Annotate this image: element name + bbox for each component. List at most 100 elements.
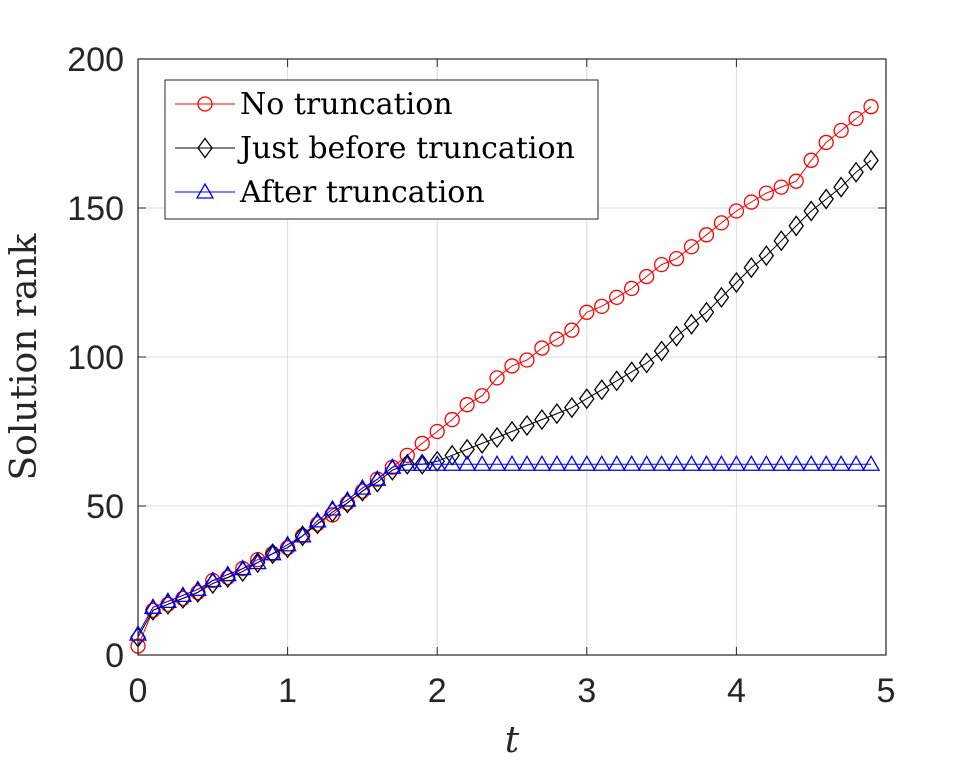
data-point — [428, 454, 447, 471]
data-point — [863, 99, 879, 115]
y-tick-label: 150 — [67, 190, 124, 228]
data-point — [668, 251, 685, 267]
data-point — [248, 553, 267, 570]
data-point — [743, 257, 760, 279]
legend-label: Just before truncation — [237, 131, 575, 166]
data-point — [683, 239, 700, 255]
data-point — [623, 361, 640, 383]
data-point — [294, 525, 311, 547]
data-point — [712, 454, 731, 471]
y-tick-label: 200 — [67, 41, 124, 79]
legend-marker — [195, 182, 215, 199]
x-tick-label: 3 — [577, 672, 596, 710]
x-tick-label: 5 — [877, 672, 896, 710]
legend-item: After truncation — [175, 175, 485, 210]
ticks — [137, 58, 887, 656]
data-point — [637, 454, 656, 471]
series-triangle — [128, 454, 881, 641]
data-point — [728, 203, 745, 219]
data-point — [638, 352, 655, 374]
data-point — [338, 490, 357, 507]
data-point — [413, 454, 432, 471]
data-point — [353, 478, 372, 495]
data-point — [758, 245, 775, 267]
data-point — [743, 194, 760, 210]
series-line — [137, 463, 871, 635]
data-point — [474, 388, 490, 404]
data-point — [444, 444, 460, 466]
data-point — [817, 454, 836, 471]
x-tick-label: 4 — [727, 672, 746, 710]
data-point — [519, 414, 535, 437]
data-point — [323, 499, 342, 516]
data-point — [607, 454, 626, 471]
data-point — [683, 313, 700, 335]
data-point — [758, 185, 774, 201]
data-point — [668, 325, 685, 347]
data-point — [772, 454, 791, 471]
data-point — [263, 544, 282, 561]
data-point — [143, 598, 163, 614]
x-tick-label: 1 — [278, 672, 297, 710]
data-point — [803, 152, 819, 168]
data-point — [622, 454, 641, 471]
data-point — [787, 454, 806, 471]
x-tick-label: 0 — [129, 672, 148, 710]
legend-marker — [197, 137, 213, 159]
y-tick-label: 0 — [105, 637, 124, 675]
data-point — [444, 411, 460, 428]
legend-item: No truncation — [175, 87, 453, 122]
data-point — [742, 454, 761, 471]
data-point — [863, 149, 879, 171]
data-point — [788, 215, 805, 237]
data-point — [459, 438, 475, 460]
data-point — [517, 454, 537, 471]
data-point — [532, 454, 552, 471]
data-point — [697, 454, 716, 471]
data-point — [547, 454, 567, 471]
data-point — [502, 454, 522, 471]
data-point — [713, 215, 730, 231]
y-tick-label: 100 — [67, 339, 124, 377]
data-point — [443, 454, 462, 471]
data-point — [728, 271, 745, 294]
data-point — [399, 453, 416, 475]
data-point — [757, 454, 776, 471]
data-point — [398, 454, 417, 471]
data-point — [308, 511, 327, 528]
data-point — [429, 423, 445, 440]
data-point — [848, 161, 864, 183]
data-point — [549, 331, 565, 347]
data-point — [474, 432, 490, 455]
data-point — [562, 454, 581, 471]
data-point — [727, 454, 746, 471]
data-point — [609, 289, 625, 306]
data-point — [653, 256, 670, 273]
legend-marker — [197, 96, 213, 112]
data-point — [698, 301, 715, 323]
data-point — [218, 565, 237, 582]
data-point — [519, 352, 535, 368]
data-point — [383, 457, 402, 474]
data-point — [803, 200, 820, 222]
y-tick-label: 50 — [86, 488, 124, 526]
data-point — [682, 454, 701, 471]
data-point — [489, 370, 505, 386]
data-point — [773, 179, 789, 195]
data-point — [818, 188, 834, 210]
data-point — [564, 322, 580, 338]
legend-label: After truncation — [239, 175, 485, 210]
data-point — [833, 176, 849, 198]
data-point — [773, 230, 790, 252]
data-point — [173, 586, 193, 603]
data-point — [188, 580, 207, 597]
data-point — [818, 134, 834, 151]
data-point — [489, 426, 505, 449]
data-point — [504, 420, 520, 443]
data-point — [578, 388, 595, 410]
data-point — [158, 592, 178, 609]
data-point — [472, 454, 492, 471]
data-point — [534, 340, 550, 356]
data-point — [577, 454, 596, 471]
